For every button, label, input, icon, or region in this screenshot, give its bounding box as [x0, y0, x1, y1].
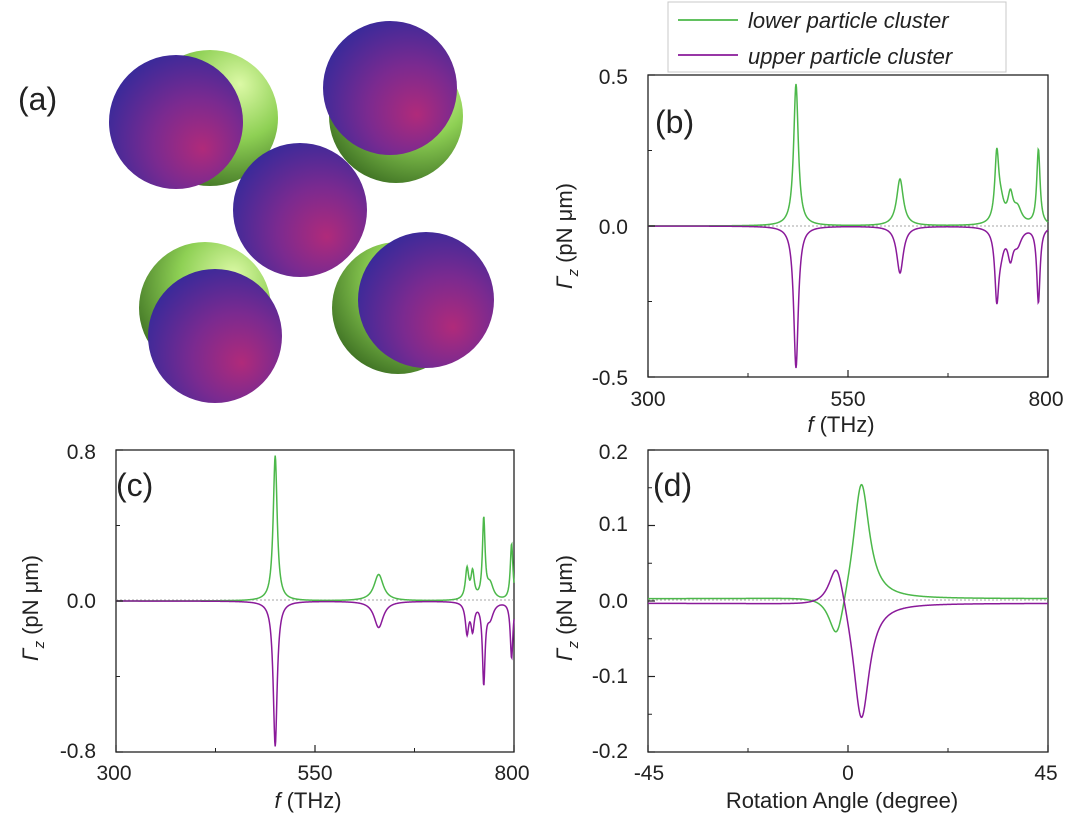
legend-label-lower: lower particle cluster [748, 8, 950, 33]
series-line-d-upper [648, 569, 1048, 719]
ytick-label: 0.1 [599, 513, 628, 536]
xtick-label: 550 [297, 762, 332, 785]
legend-box [667, 1, 1007, 73]
y-axis-unit: (pN μm) [18, 555, 43, 635]
x-axis-symbol: f [274, 788, 283, 813]
ytick-label: 0.8 [67, 441, 96, 464]
ytick-label: -0.2 [592, 740, 628, 763]
tick-marks [115, 74, 1049, 753]
y-axis-unit: (pN μm) [552, 555, 577, 635]
purple-sphere [233, 143, 367, 277]
xtick-label: -45 [634, 762, 664, 785]
particle-cluster-image [109, 21, 494, 403]
ytick-label: 0.0 [67, 590, 96, 613]
panel-c: (c) 0.8 0.0 -0.8 300 550 800 f (THz) Γz (p… [18, 441, 530, 813]
plot-frame-d [647, 449, 1049, 753]
series-line-c-upper [116, 600, 515, 747]
panel-b: (b) 0.5 0.0 -0.5 300 550 800 f (THz) Γz (p… [552, 66, 1064, 437]
purple-sphere [148, 269, 282, 403]
x-axis-label-b: f (THz) [807, 412, 874, 437]
series-line-b-upper [647, 225, 1049, 369]
y-axis-subscript: z [565, 640, 582, 649]
ytick-label: -0.1 [592, 665, 628, 688]
panel-d-label: (d) [653, 467, 692, 503]
xtick-label: 800 [1028, 388, 1063, 411]
y-axis-symbol: Γ [552, 647, 577, 661]
legend: lower particle cluster upper particle cl… [667, 1, 1007, 73]
svg-text:Γz(pN μm): Γz (pN μm) [552, 555, 582, 661]
xtick-label: 800 [494, 762, 529, 785]
ytick-label: 0.5 [599, 66, 628, 89]
y-axis-label-b: Γz (pN μm) [552, 183, 582, 289]
y-axis-label-d: Γz (pN μm) [552, 555, 582, 661]
ytick-label: 0.2 [599, 441, 628, 464]
y-axis-label-c: Γz (pN μm) [18, 555, 48, 661]
series-line-d-lower [648, 483, 1048, 633]
svg-text:Γz(pN μm): Γz (pN μm) [18, 555, 48, 661]
x-axis-symbol: f [807, 412, 816, 437]
y-axis-subscript: z [31, 640, 48, 649]
series-line-c-lower [116, 455, 515, 602]
panel-b-label: (b) [655, 104, 694, 140]
series-line-b-lower [647, 83, 1049, 227]
ytick-label: -0.5 [592, 367, 628, 390]
xtick-label: 550 [830, 388, 865, 411]
y-axis-unit: (pN μm) [552, 183, 577, 263]
xtick-label: 45 [1034, 762, 1057, 785]
svg-text:Γz(pN μm): Γz (pN μm) [552, 183, 582, 289]
y-axis-subscript: z [565, 268, 582, 277]
ytick-label: 0.0 [599, 216, 628, 239]
xtick-label: 300 [96, 762, 131, 785]
legend-label-upper: upper particle cluster [748, 44, 954, 69]
x-axis-unit: (THz) [287, 788, 342, 813]
x-axis-label-d: Rotation Angle (degree) [726, 788, 958, 813]
xtick-label: 0 [842, 762, 854, 785]
ytick-label: 0.0 [599, 590, 628, 613]
panel-a: (a) [18, 21, 494, 403]
panel-c-label: (c) [116, 467, 153, 503]
ytick-label: -0.8 [60, 740, 96, 763]
y-axis-symbol: Γ [18, 647, 43, 661]
x-axis-label-c: f (THz) [274, 788, 341, 813]
purple-sphere [323, 21, 457, 155]
panel-a-label: (a) [18, 81, 57, 117]
panel-d: (d) 0.2 0.1 0.0 -0.1 -0.2 -45 0 45 Rotat… [552, 441, 1058, 813]
purple-sphere [358, 232, 494, 368]
y-axis-symbol: Γ [552, 275, 577, 289]
xtick-label: 300 [630, 388, 665, 411]
purple-sphere [109, 55, 243, 189]
x-axis-unit: (THz) [820, 412, 875, 437]
